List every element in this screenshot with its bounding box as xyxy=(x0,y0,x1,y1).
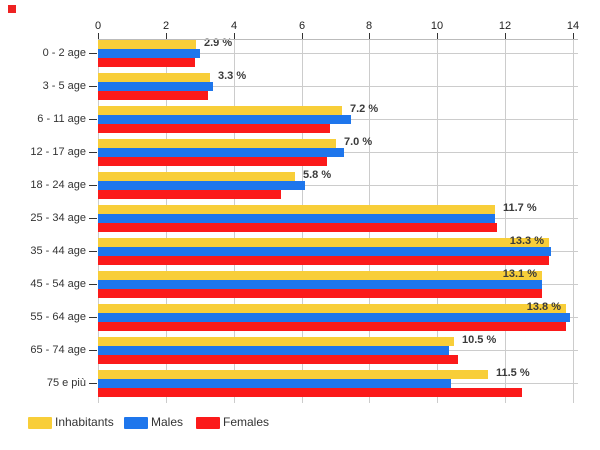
y-tick-mark xyxy=(89,317,97,318)
x-tick-mark xyxy=(302,33,303,39)
bar-males xyxy=(98,379,451,388)
bar-females xyxy=(98,190,281,199)
x-tick-label: 2 xyxy=(162,20,170,32)
x-tick-label: 4 xyxy=(230,20,238,32)
bar-inhabitants xyxy=(98,205,495,214)
y-tick-mark xyxy=(89,53,97,54)
bar-males xyxy=(98,280,542,289)
value-label: 2.9 % xyxy=(204,37,233,49)
gridline-horizontal xyxy=(98,86,578,87)
value-label: 7.0 % xyxy=(344,136,373,148)
x-tick-mark xyxy=(166,33,167,39)
y-category-label: 3 - 5 age xyxy=(42,80,86,92)
bar-inhabitants xyxy=(98,271,542,280)
x-tick-label: 8 xyxy=(365,20,373,32)
x-tick-mark xyxy=(98,33,99,39)
x-tick-label: 12 xyxy=(498,20,512,32)
y-category-label: 35 - 44 age xyxy=(30,245,86,257)
x-tick-mark xyxy=(437,33,438,39)
value-label: 13.1 % xyxy=(502,268,537,280)
legend-label: Inhabitants xyxy=(55,415,114,429)
y-category-label: 12 - 17 age xyxy=(30,146,86,158)
y-tick-mark xyxy=(89,119,97,120)
bar-males xyxy=(98,148,344,157)
y-category-label: 65 - 74 age xyxy=(30,344,86,356)
legend-label: Females xyxy=(223,415,270,429)
bar-females xyxy=(98,388,522,397)
x-tick-mark xyxy=(573,33,574,39)
bar-inhabitants xyxy=(98,304,566,313)
bar-inhabitants xyxy=(98,40,196,49)
y-category-label: 75 e più xyxy=(46,377,86,389)
bar-females xyxy=(98,355,458,364)
bar-males xyxy=(98,214,495,223)
red-marker xyxy=(8,5,16,13)
y-tick-mark xyxy=(89,185,97,186)
bar-males xyxy=(98,313,570,322)
gridline-vertical xyxy=(505,39,506,403)
y-tick-mark xyxy=(89,284,97,285)
y-tick-mark xyxy=(89,383,97,384)
bar-females xyxy=(98,124,330,133)
value-label: 11.5 % xyxy=(496,367,530,379)
y-category-label: 0 - 2 age xyxy=(42,47,86,59)
bar-inhabitants xyxy=(98,238,549,247)
value-label: 10.5 % xyxy=(462,334,497,346)
y-category-label: 25 - 34 age xyxy=(30,212,86,224)
y-tick-mark xyxy=(89,218,97,219)
bar-females xyxy=(98,91,208,100)
bar-males xyxy=(98,115,351,124)
bar-males xyxy=(98,82,213,91)
gridline-horizontal xyxy=(98,53,578,54)
y-tick-mark xyxy=(89,86,97,87)
x-axis-line xyxy=(98,39,578,40)
bar-females xyxy=(98,58,195,67)
bar-females xyxy=(98,289,542,298)
bar-females xyxy=(98,322,566,331)
gridline-vertical xyxy=(573,39,574,403)
y-category-label: 18 - 24 age xyxy=(30,179,86,191)
bar-inhabitants xyxy=(98,337,454,346)
bar-males xyxy=(98,346,449,355)
x-tick-mark xyxy=(505,33,506,39)
bar-males xyxy=(98,247,551,256)
bar-females xyxy=(98,256,549,265)
bar-inhabitants xyxy=(98,106,342,115)
bar-inhabitants xyxy=(98,139,336,148)
y-category-label: 45 - 54 age xyxy=(30,278,86,290)
value-label: 11.7 % xyxy=(503,202,537,214)
bar-inhabitants xyxy=(98,73,210,82)
value-label: 13.3 % xyxy=(509,235,544,247)
x-tick-label: 6 xyxy=(298,20,306,32)
legend-swatch xyxy=(196,417,220,429)
value-label: 3.3 % xyxy=(218,70,247,82)
x-tick-mark xyxy=(234,33,235,39)
y-category-label: 6 - 11 age xyxy=(37,113,86,125)
value-label: 5.8 % xyxy=(303,169,332,181)
bar-females xyxy=(98,223,497,232)
x-tick-label: 10 xyxy=(430,20,444,32)
legend-swatch xyxy=(28,417,52,429)
bar-females xyxy=(98,157,327,166)
legend-label: Males xyxy=(151,415,184,429)
gridline-horizontal xyxy=(98,185,578,186)
bar-inhabitants xyxy=(98,370,488,379)
x-tick-label: 0 xyxy=(94,20,102,32)
y-tick-mark xyxy=(89,350,97,351)
value-label: 7.2 % xyxy=(350,103,379,115)
value-label: 13.8 % xyxy=(526,301,561,313)
y-tick-mark xyxy=(89,152,97,153)
x-tick-label: 14 xyxy=(566,20,580,32)
x-tick-mark xyxy=(369,33,370,39)
bar-inhabitants xyxy=(98,172,295,181)
y-category-label: 55 - 64 age xyxy=(30,311,86,323)
y-tick-mark xyxy=(89,251,97,252)
bar-males xyxy=(98,49,200,58)
legend-swatch xyxy=(124,417,148,429)
bar-males xyxy=(98,181,305,190)
